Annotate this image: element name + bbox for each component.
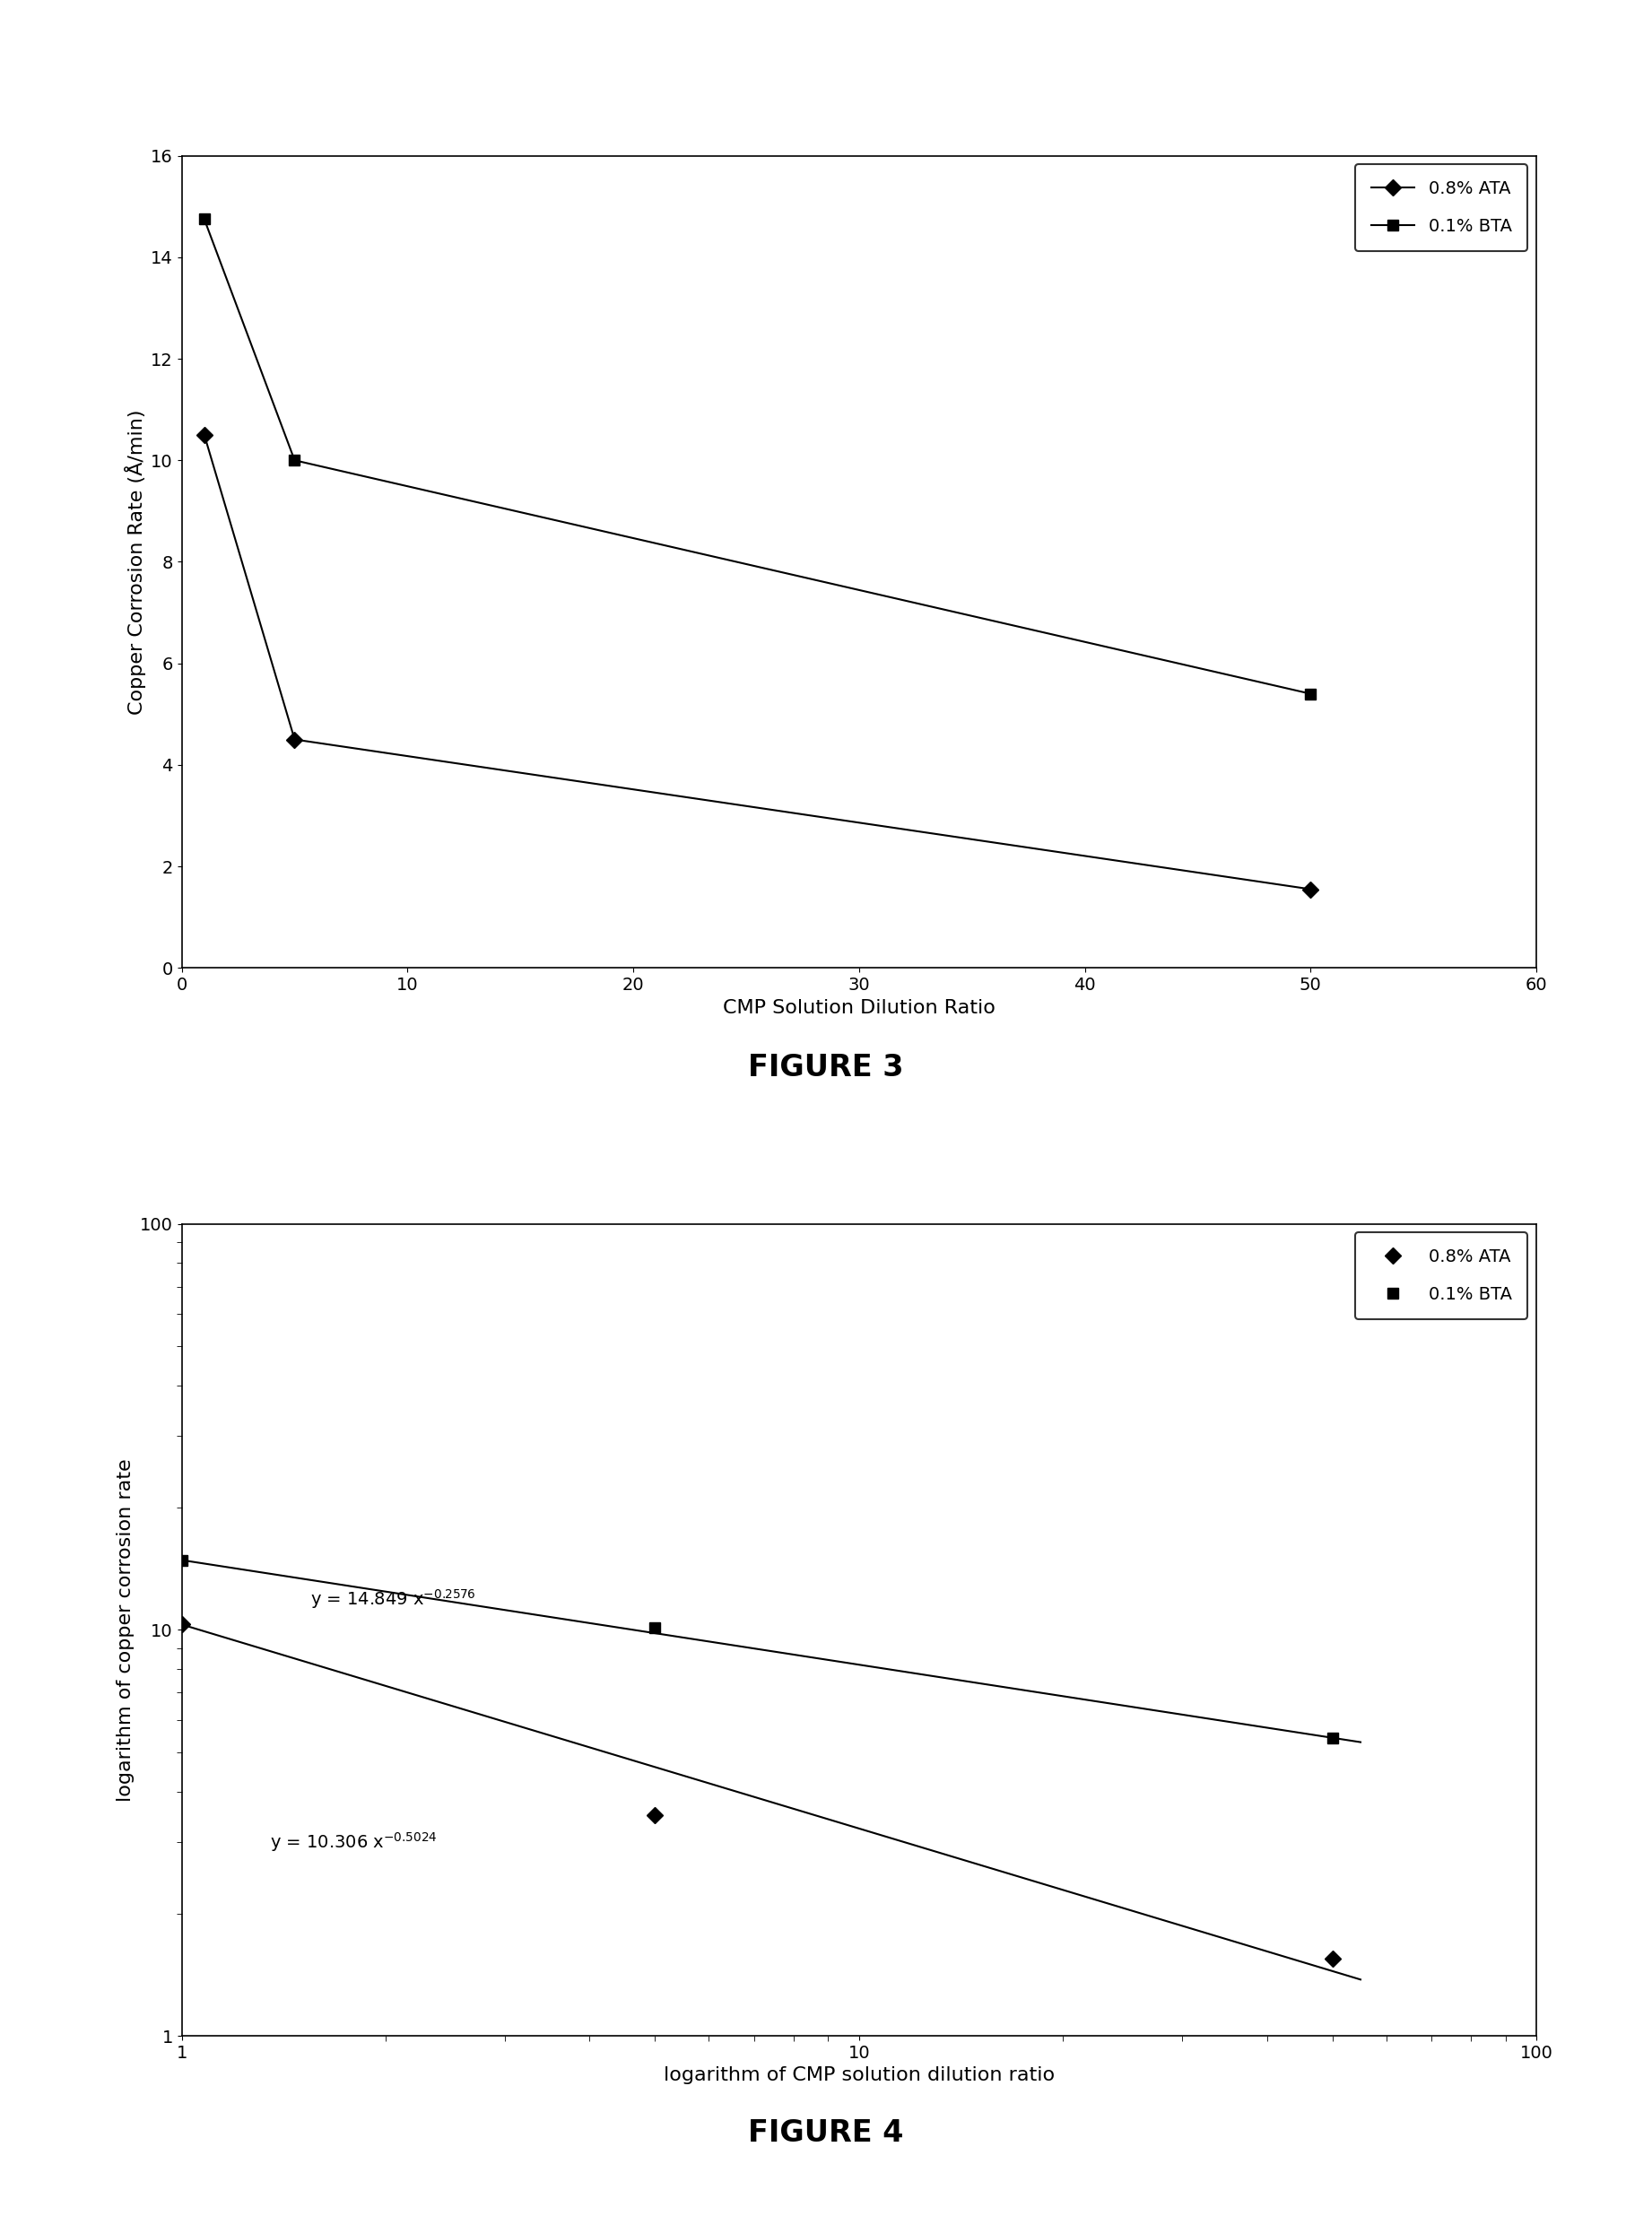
Text: FIGURE 3: FIGURE 3	[748, 1052, 904, 1081]
0.1% BTA	[1300, 681, 1320, 708]
Line: 0.8% ATA: 0.8% ATA	[198, 429, 1317, 894]
0.1% BTA	[646, 1615, 666, 1642]
Line: 0.8% ATA: 0.8% ATA	[177, 1620, 1338, 1965]
Text: FIGURE 4: FIGURE 4	[748, 2118, 904, 2147]
Y-axis label: Copper Corrosion Rate (Å/min): Copper Corrosion Rate (Å/min)	[124, 409, 145, 714]
Legend: 0.8% ATA, 0.1% BTA: 0.8% ATA, 0.1% BTA	[1355, 165, 1528, 251]
Text: y = 10.306 x$^{-0.5024}$: y = 10.306 x$^{-0.5024}$	[269, 1831, 438, 1853]
Y-axis label: logarithm of copper corrosion rate: logarithm of copper corrosion rate	[117, 1457, 135, 1802]
0.8% ATA	[646, 1802, 666, 1829]
Line: 0.1% BTA: 0.1% BTA	[177, 1555, 1338, 1744]
0.8% ATA	[1300, 877, 1320, 903]
Line: 0.1% BTA: 0.1% BTA	[198, 214, 1317, 699]
0.8% ATA	[172, 1611, 192, 1638]
X-axis label: logarithm of CMP solution dilution ratio: logarithm of CMP solution dilution ratio	[664, 2067, 1054, 2085]
X-axis label: CMP Solution Dilution Ratio: CMP Solution Dilution Ratio	[724, 999, 995, 1017]
Legend: 0.8% ATA, 0.1% BTA: 0.8% ATA, 0.1% BTA	[1355, 1233, 1528, 1319]
0.1% BTA	[284, 447, 304, 474]
0.8% ATA	[195, 421, 215, 447]
0.8% ATA	[284, 725, 304, 752]
0.1% BTA	[195, 207, 215, 234]
0.8% ATA	[1323, 1945, 1343, 1971]
0.1% BTA	[1323, 1724, 1343, 1751]
Text: y = 14.849 x$^{-0.2576}$: y = 14.849 x$^{-0.2576}$	[311, 1586, 476, 1611]
0.1% BTA	[172, 1546, 192, 1573]
